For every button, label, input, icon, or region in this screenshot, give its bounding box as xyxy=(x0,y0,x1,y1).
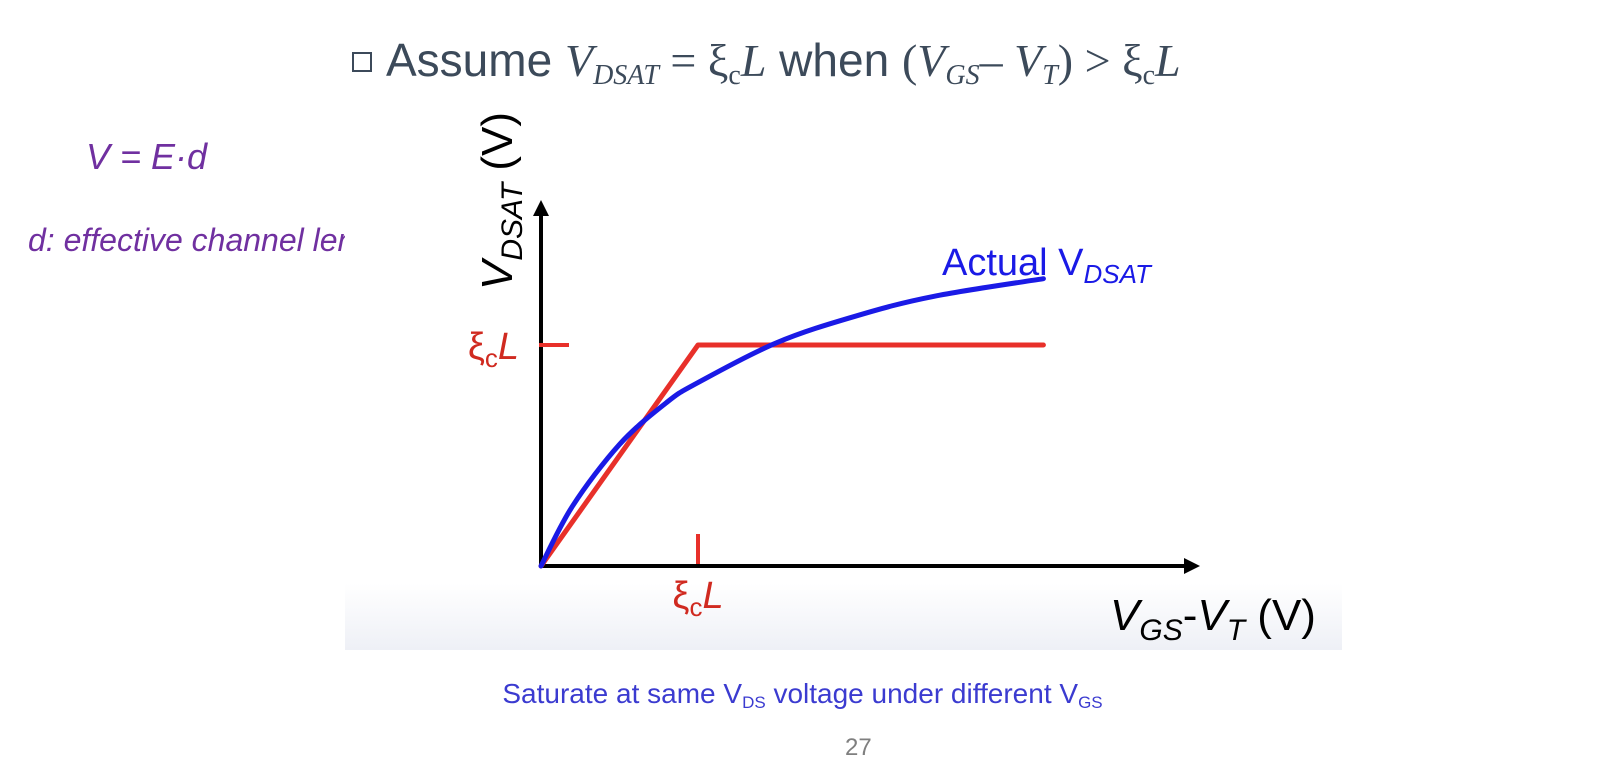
page-number: 27 xyxy=(845,734,872,761)
x-axis-arrow-icon xyxy=(1184,558,1200,574)
checkbox-bullet-icon xyxy=(352,52,372,72)
y-tick-label: ξcL xyxy=(468,326,519,373)
slide-title: Assume VDSAT = ξcL when (VGS– VT) > ξcL xyxy=(352,30,1181,91)
slide-caption: Saturate at same VDS voltage under diffe… xyxy=(502,678,1103,712)
note-definition: d: effective channel length xyxy=(28,222,400,258)
series-line-ideal xyxy=(538,342,1046,569)
chart-panel xyxy=(345,96,1342,650)
y-axis-arrow-icon xyxy=(533,200,549,216)
x-axis-label: VGS-VT (V) xyxy=(1110,591,1316,647)
series-label-actual-vdsat: Actual VDSAT xyxy=(942,242,1153,289)
note-formula: V = E·d xyxy=(86,136,208,177)
y-axis-label: VDSAT (V) xyxy=(473,112,529,290)
series-line-actual-vdsat xyxy=(538,276,1046,569)
x-tick-label: ξcL xyxy=(672,575,723,622)
